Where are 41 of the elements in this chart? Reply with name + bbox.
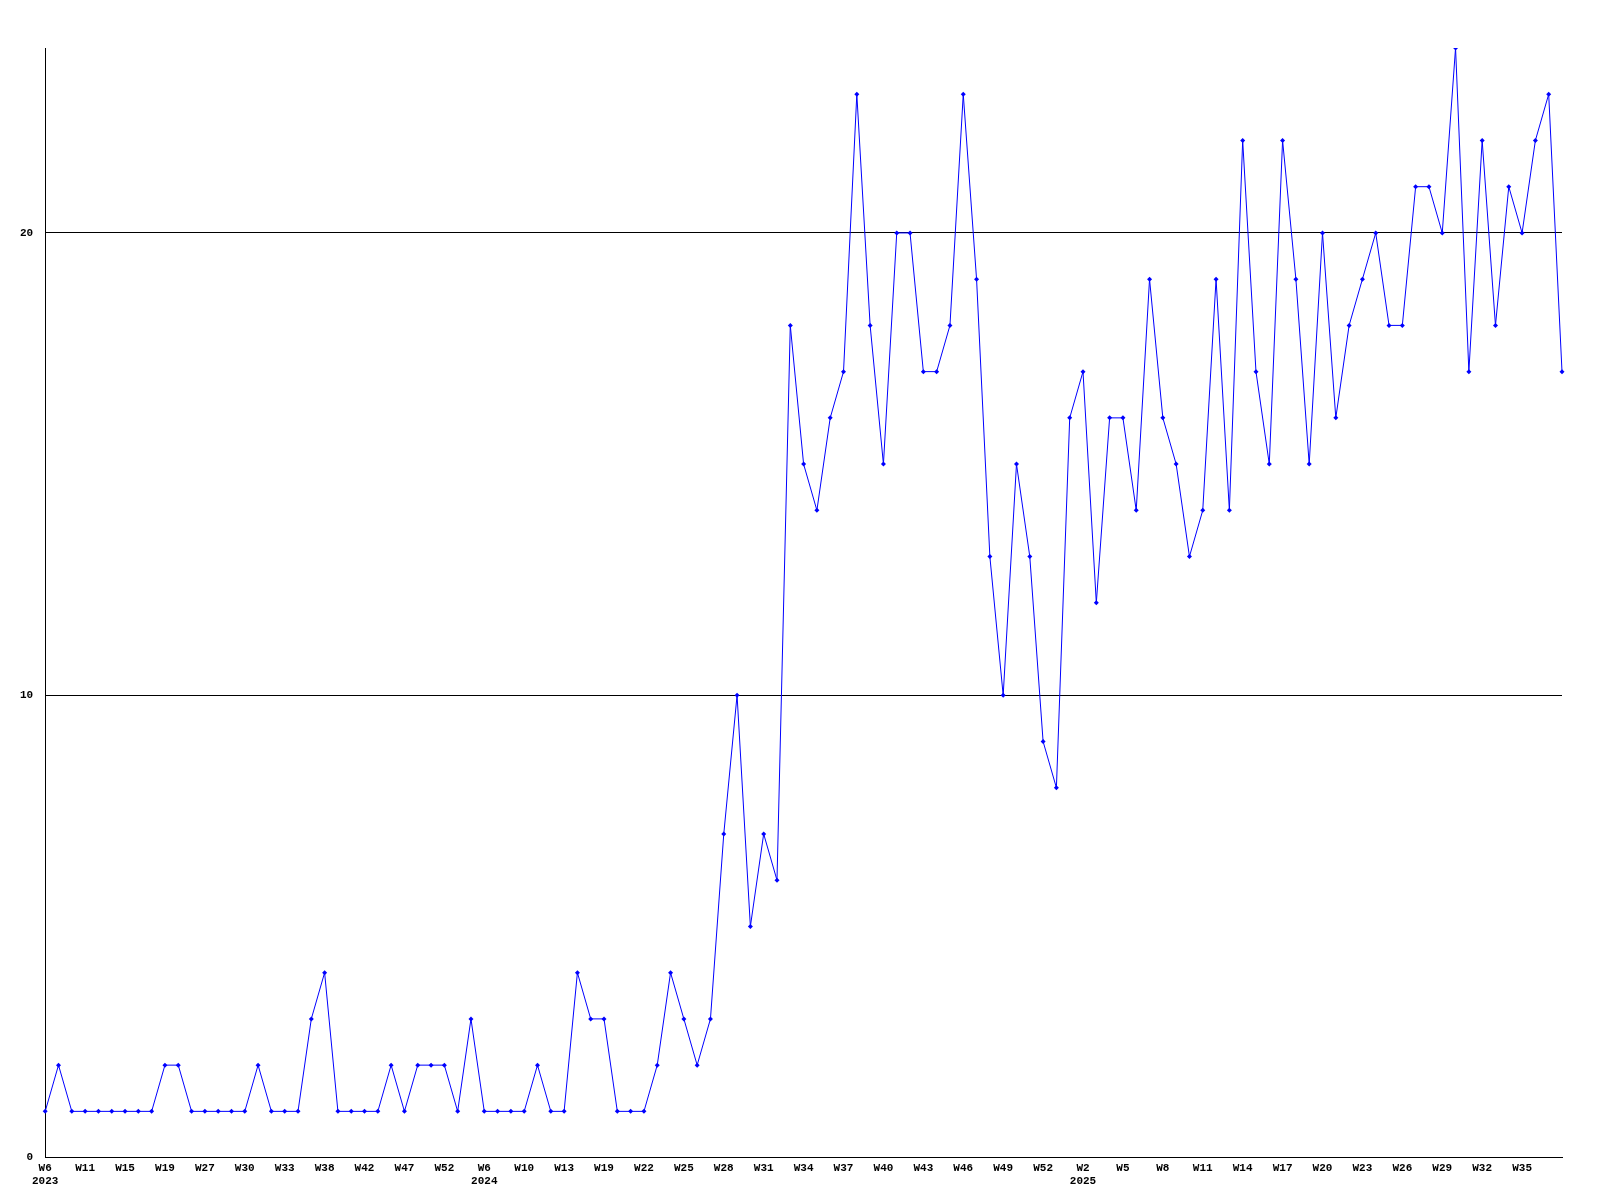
x-tick-label: W37 [833, 1161, 854, 1174]
x-tick-label: W35 [1512, 1161, 1533, 1174]
x-tick-label: W34 [793, 1161, 814, 1174]
x-tick-label: W29 [1432, 1161, 1453, 1174]
x-tick-label: W32 [1472, 1161, 1493, 1174]
x-tick-label: W6 2024 [471, 1161, 498, 1188]
x-tick-label: W30 [234, 1161, 255, 1174]
x-tick-label: W13 [554, 1161, 575, 1174]
x-tick-label: W52 [434, 1161, 455, 1174]
x-tick-label: W8 [1156, 1161, 1170, 1174]
y-tick-label: 20 [20, 226, 34, 239]
x-tick-label: W26 [1392, 1161, 1413, 1174]
x-tick-label: W5 [1116, 1161, 1130, 1174]
x-tick-label: W31 [753, 1161, 774, 1174]
x-tick-label: W17 [1272, 1161, 1293, 1174]
x-tick-label: W19 [155, 1161, 175, 1174]
x-tick-label: W10 [514, 1161, 535, 1174]
x-tick-label: W20 [1312, 1161, 1333, 1174]
x-tick-label: W47 [394, 1161, 415, 1174]
x-tick-label: W19 [594, 1161, 614, 1174]
x-tick-label: W43 [913, 1161, 934, 1174]
x-tick-label: W27 [194, 1161, 215, 1174]
x-tick-label: W6 2023 [32, 1161, 59, 1188]
x-tick-label: W42 [354, 1161, 375, 1174]
x-tick-label: W23 [1352, 1161, 1373, 1174]
x-tick-label: W52 [1033, 1161, 1053, 1174]
x-tick-label: W28 [713, 1161, 735, 1174]
x-tick-label: W46 [953, 1161, 974, 1174]
y-tick-label: 10 [20, 689, 34, 702]
x-tick-label: W15 [115, 1161, 136, 1174]
x-tick-label: W2 2025 [1069, 1161, 1097, 1188]
x-tick-label: W38 [314, 1161, 335, 1174]
x-tick-label: W49 [993, 1161, 1014, 1174]
y-tick-label: 0 [26, 1151, 34, 1164]
x-tick-label: W33 [274, 1161, 295, 1174]
x-tick-label: W11 [1192, 1161, 1214, 1174]
x-tick-label: W14 [1232, 1161, 1253, 1174]
x-tick-label: W11 [75, 1161, 96, 1174]
x-tick-label: W40 [873, 1161, 894, 1174]
x-tick-label: W22 [634, 1161, 654, 1174]
x-tick-label: W25 [673, 1161, 695, 1174]
